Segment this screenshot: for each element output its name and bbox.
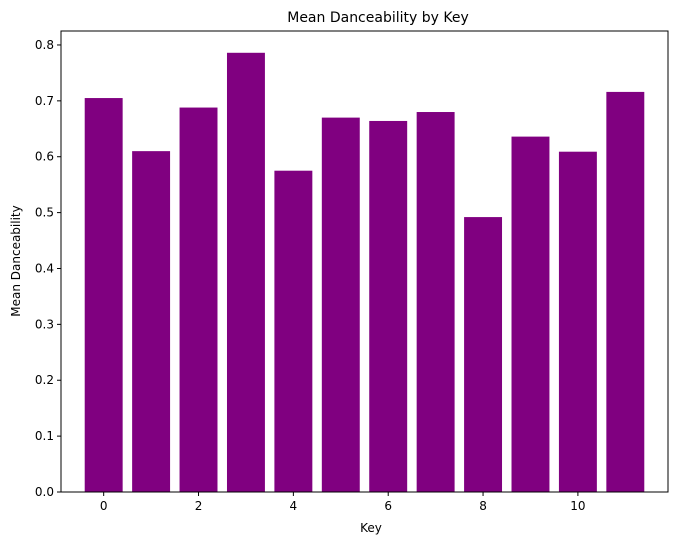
bar-key-9 xyxy=(511,136,550,493)
x-axis-ticks: 0 2 4 6 8 10 xyxy=(100,492,586,513)
bar-key-8 xyxy=(464,217,503,492)
y-tick-label: 0.8 xyxy=(35,38,54,52)
x-tick-label: 4 xyxy=(290,499,298,513)
bar-key-11 xyxy=(606,91,645,492)
bar-key-0 xyxy=(84,98,123,493)
bar-key-10 xyxy=(558,151,597,492)
plot-area-frame xyxy=(60,30,669,493)
x-tick-label: 10 xyxy=(570,499,585,513)
bar-key-3 xyxy=(226,52,265,492)
bar-key-5 xyxy=(321,117,360,493)
bar-key-6 xyxy=(369,120,408,493)
chart-title: Mean Danceability by Key xyxy=(287,10,469,26)
x-tick-label: 8 xyxy=(479,499,487,513)
x-tick-label: 6 xyxy=(384,499,392,513)
y-tick-label: 0.7 xyxy=(35,94,54,108)
y-tick-label: 0.6 xyxy=(35,150,54,164)
x-axis-label: Key xyxy=(360,521,382,535)
x-tick-label: 2 xyxy=(195,499,203,513)
y-tick-label: 0.2 xyxy=(35,373,54,387)
y-tick-label: 0.0 xyxy=(35,485,54,499)
bar-key-7 xyxy=(416,112,455,493)
y-tick-label: 0.3 xyxy=(35,317,54,331)
bar-key-2 xyxy=(179,107,218,493)
y-tick-label: 0.4 xyxy=(35,261,54,275)
y-axis-label: Mean Danceability xyxy=(9,205,23,316)
x-tick-label: 0 xyxy=(100,499,108,513)
bars-group xyxy=(84,52,645,493)
y-tick-label: 0.1 xyxy=(35,429,54,443)
y-axis-ticks: 0.0 0.1 0.2 0.3 0.4 0.5 0.6 0.7 0.8 xyxy=(35,38,61,499)
y-tick-label: 0.5 xyxy=(35,206,54,220)
bar-key-4 xyxy=(274,170,313,492)
bar-key-1 xyxy=(132,151,171,492)
